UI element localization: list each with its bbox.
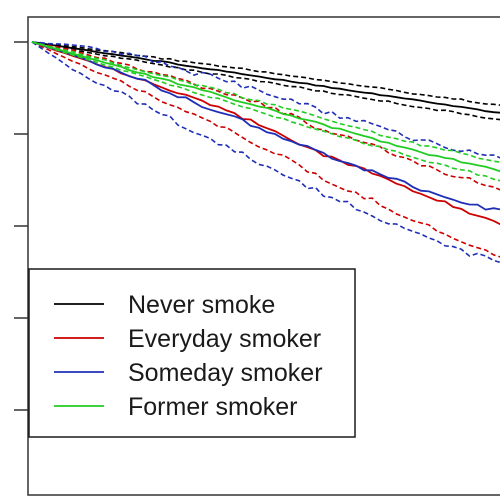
legend-box (28, 268, 356, 438)
legend-entries: Never smoke Everyday smoker Someday smoker… (54, 291, 323, 421)
legend-label-everyday-smoker: Everyday smoker (128, 325, 321, 353)
legend: Never smoke Everyday smoker Someday smoker… (28, 268, 356, 438)
series-never-smoke-line (31, 41, 500, 114)
series-former-smoker-ci-lower (31, 41, 500, 182)
series-never-smoke-ci-lower (31, 41, 500, 121)
series-everyday-smoker-ci-lower (31, 41, 500, 258)
plot-area (31, 41, 500, 264)
series-everyday-smoker-ci-upper (31, 41, 500, 191)
series-never-smoke-ci-upper (31, 41, 500, 106)
series-someday-smoker-line (31, 41, 500, 211)
legend-label-former-smoker: Former smoker (128, 393, 297, 421)
series-someday-smoker-ci-upper (31, 41, 500, 159)
series-someday-smoker-ci-lower (31, 41, 500, 264)
series-everyday-smoker-line (31, 41, 500, 226)
plot-frame (27, 16, 500, 496)
series-former-smoker-line (31, 41, 500, 173)
y-axis-ticks (14, 41, 28, 411)
series-former-smoker-ci-upper (31, 41, 500, 163)
legend-label-never-smoke: Never smoke (128, 291, 275, 319)
legend-label-someday-smoker: Someday smoker (128, 359, 323, 387)
